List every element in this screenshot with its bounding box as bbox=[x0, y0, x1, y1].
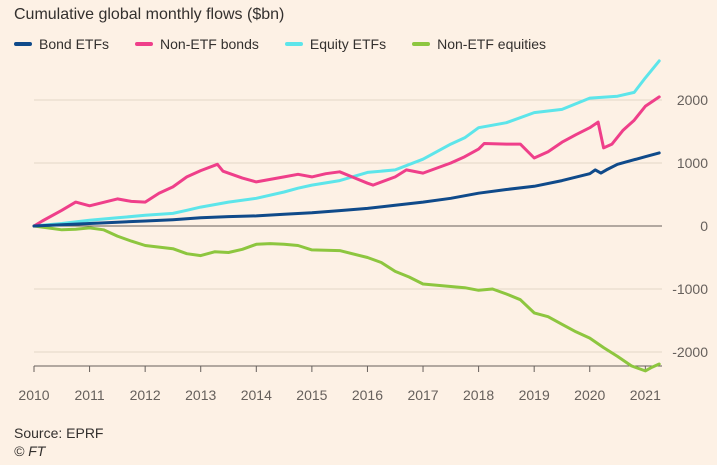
y-tick-label: 1000 bbox=[677, 155, 708, 171]
x-tick-label: 2014 bbox=[241, 387, 272, 403]
x-tick-label: 2019 bbox=[519, 387, 550, 403]
series-line-non-etf-bonds bbox=[32, 95, 661, 228]
legend-label: Bond ETFs bbox=[39, 36, 110, 52]
y-tick-label: 0 bbox=[700, 218, 708, 234]
series-line-bond-etfs bbox=[32, 151, 661, 228]
copyright-text: © FT bbox=[14, 443, 46, 459]
x-tick-label: 2010 bbox=[18, 387, 49, 403]
source-note: Source: EPRF © FT bbox=[14, 424, 103, 460]
chart-title: Cumulative global monthly flows ($bn) bbox=[14, 6, 285, 23]
x-tick-label: 2013 bbox=[185, 387, 216, 403]
legend-item-equity-etfs: Equity ETFs bbox=[284, 36, 387, 52]
legend: Bond ETFs Non-ETF bonds Equity ETFs Non-… bbox=[14, 36, 572, 52]
legend-label: Non-ETF bonds bbox=[160, 36, 259, 52]
legend-item-non-etf-equities: Non-ETF equities bbox=[412, 36, 546, 52]
legend-label: Equity ETFs bbox=[309, 36, 387, 52]
legend-swatch-non-etf-bonds bbox=[135, 42, 154, 46]
legend-swatch-bond-etfs bbox=[14, 42, 32, 46]
x-tick-label: 2012 bbox=[130, 387, 161, 403]
y-tick-label: -1000 bbox=[672, 281, 708, 297]
legend-item-bond-etfs: Bond ETFs bbox=[14, 36, 109, 52]
x-tick-label: 2011 bbox=[75, 387, 105, 403]
legend-swatch-non-etf-equities bbox=[412, 42, 431, 46]
series-line-non-etf-equities bbox=[32, 224, 661, 373]
x-tick-label: 2017 bbox=[407, 387, 438, 403]
source-text: Source: EPRF bbox=[14, 425, 104, 441]
y-tick-label: -2000 bbox=[672, 344, 708, 360]
y-tick-label: 2000 bbox=[677, 92, 708, 108]
x-tick-label: 2020 bbox=[574, 387, 605, 403]
legend-label: Non-ETF equities bbox=[437, 36, 547, 52]
x-tick-label: 2021 bbox=[630, 387, 661, 403]
legend-swatch-equity-etfs bbox=[284, 42, 303, 46]
x-tick-label: 2016 bbox=[352, 387, 383, 403]
x-tick-label: 2015 bbox=[296, 387, 327, 403]
x-tick-label: 2018 bbox=[463, 387, 494, 403]
legend-item-non-etf-bonds: Non-ETF bonds bbox=[135, 36, 259, 52]
